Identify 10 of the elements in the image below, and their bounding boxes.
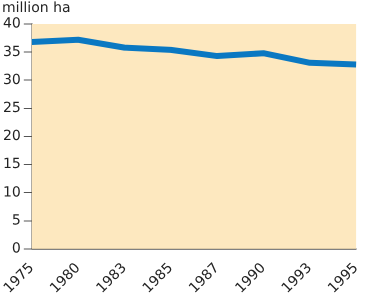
y-tick-label: 0 <box>12 240 21 257</box>
y-tick-label: 15 <box>2 156 21 172</box>
y-tick-label: 20 <box>2 128 21 144</box>
y-tick-label: 35 <box>2 44 21 60</box>
y-tick-label: 5 <box>12 212 21 228</box>
y-tick-label: 25 <box>2 100 21 116</box>
y-tick-label: 10 <box>2 184 21 200</box>
y-tick-label: 40 <box>2 16 21 32</box>
y-tick-label: 30 <box>2 72 21 88</box>
y-axis-title: million ha <box>2 0 71 16</box>
